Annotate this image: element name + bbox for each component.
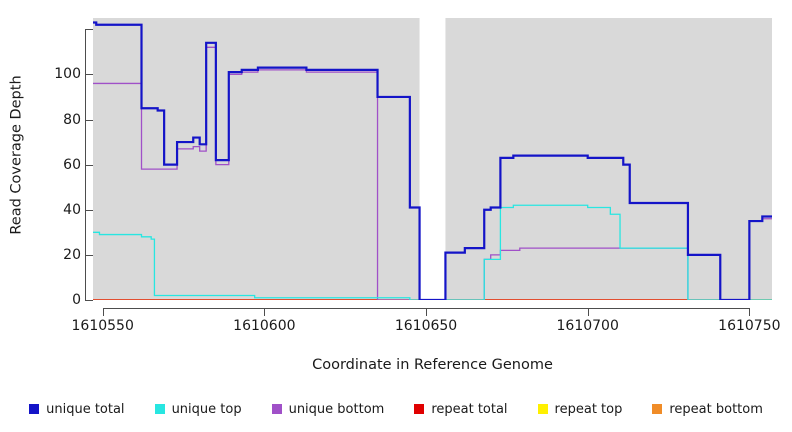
legend-item-unique-top[interactable]: unique top [154, 401, 242, 417]
y-tick-mark [85, 300, 93, 301]
y-tick-label: 60 [63, 156, 81, 173]
y-tick-label: 0 [72, 292, 81, 308]
legend-label: repeat total [431, 401, 508, 417]
y-tick-mark [85, 254, 93, 256]
legend-swatch-icon [537, 404, 548, 414]
legend-label: repeat bottom [669, 401, 763, 417]
x-tick-label: 1610650 [394, 318, 458, 334]
y-tick-mark [85, 164, 93, 166]
y-tick-label: 20 [63, 246, 81, 263]
legend-swatch-icon [652, 404, 663, 414]
x-tick-mark [264, 308, 266, 316]
legend-item-unique-bottom[interactable]: unique bottom [271, 401, 385, 417]
y-axis-title: Read Coverage Depth [4, 0, 30, 310]
legend-label: unique top [171, 401, 242, 417]
y-tick-label: 80 [63, 111, 81, 128]
legend-item-repeat-total[interactable]: repeat total [414, 401, 508, 417]
series-line-unique-total [93, 21, 772, 300]
y-tick-mark [85, 209, 93, 211]
legend-label: unique bottom [288, 401, 385, 417]
chart-legend: unique total unique top unique bottom repea… [0, 398, 792, 420]
x-tick-label: 1610750 [718, 318, 781, 334]
legend-swatch-icon [414, 404, 425, 414]
y-axis-title-text: Read Coverage Depth [9, 75, 26, 235]
series-line-unique-top [93, 204, 772, 300]
legend-swatch-icon [154, 404, 165, 414]
legend-label: repeat top [554, 401, 623, 417]
x-tick-label: 1610550 [71, 318, 134, 334]
coverage-gap-region [419, 18, 446, 300]
x-tick-label: 1610600 [233, 318, 296, 334]
y-tick-mark [85, 74, 93, 76]
plot-area [93, 18, 772, 300]
x-axis-line [102, 308, 750, 309]
legend-item-repeat-top[interactable]: repeat top [537, 401, 623, 417]
legend-item-repeat-bottom[interactable]: repeat bottom [652, 402, 763, 417]
legend-item-unique-total[interactable]: unique total [29, 401, 125, 417]
y-tick-label: 100 [54, 66, 81, 83]
x-tick-label: 1610700 [556, 318, 619, 334]
legend-swatch-icon [29, 404, 40, 414]
y-tick-label: 40 [63, 201, 81, 218]
x-tick-mark [102, 308, 104, 316]
legend-label: unique total [46, 401, 125, 417]
x-tick-mark [587, 308, 589, 316]
x-axis-title: Coordinate in Reference Genome [312, 357, 553, 373]
legend-swatch-icon [271, 404, 282, 414]
y-tick-mark [85, 29, 93, 31]
plot-svg [93, 18, 772, 300]
x-tick-mark [749, 308, 751, 316]
x-tick-mark [426, 308, 428, 316]
y-tick-mark [85, 119, 93, 121]
